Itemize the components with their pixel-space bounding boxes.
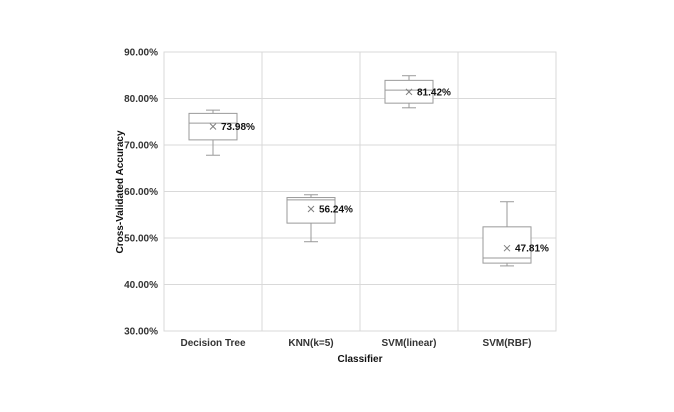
x-tick-label: KNN(k=5) — [288, 338, 333, 349]
x-tick-label: SVM(RBF) — [483, 338, 532, 349]
box-group: 73.98% — [188, 109, 255, 156]
x-axis-ticks: Decision Tree KNN(k=5) SVM(linear) SVM(RBF) — [180, 338, 531, 349]
mean-marker-stroke — [307, 205, 315, 213]
box-group: 47.81% — [482, 201, 549, 267]
box — [482, 226, 532, 264]
y-tick-label: 50.00% — [124, 234, 158, 245]
x-tick-label: SVM(linear) — [381, 338, 436, 349]
mean-marker — [209, 123, 217, 130]
y-axis-ticks: 30.00% 40.00% 50.00% 60.00% 70.00% 80.00% 90.0… — [124, 48, 158, 338]
y-axis-title: Cross-Validated Accuracy — [115, 130, 126, 253]
y-tick-label: 70.00% — [124, 141, 158, 152]
mean-marker — [307, 205, 315, 213]
y-tick-label: 40.00% — [124, 280, 158, 291]
mean-marker — [503, 244, 511, 252]
box-series: 73.98% 56.24% 81.42% 47.81% — [188, 75, 549, 267]
x-tick-label: Decision Tree — [180, 338, 245, 349]
mean-label: 73.98% — [221, 122, 255, 133]
y-tick-label: 30.00% — [124, 327, 158, 338]
mean-marker-stroke — [503, 244, 511, 252]
box-group: 81.42% — [384, 75, 451, 109]
y-tick-label: 80.00% — [124, 94, 158, 105]
box-group: 56.24% — [286, 194, 353, 243]
box — [286, 197, 336, 224]
y-tick-label: 60.00% — [124, 187, 158, 198]
mean-label: 56.24% — [319, 204, 353, 215]
mean-label: 81.42% — [417, 87, 451, 98]
mean-marker-stroke — [209, 123, 217, 130]
mean-label: 47.81% — [515, 244, 549, 255]
gridlines — [163, 51, 557, 332]
mean-marker-stroke — [405, 88, 413, 96]
x-axis-title: Classifier — [337, 354, 382, 365]
y-tick-label: 90.00% — [124, 48, 158, 59]
mean-marker — [405, 88, 413, 96]
